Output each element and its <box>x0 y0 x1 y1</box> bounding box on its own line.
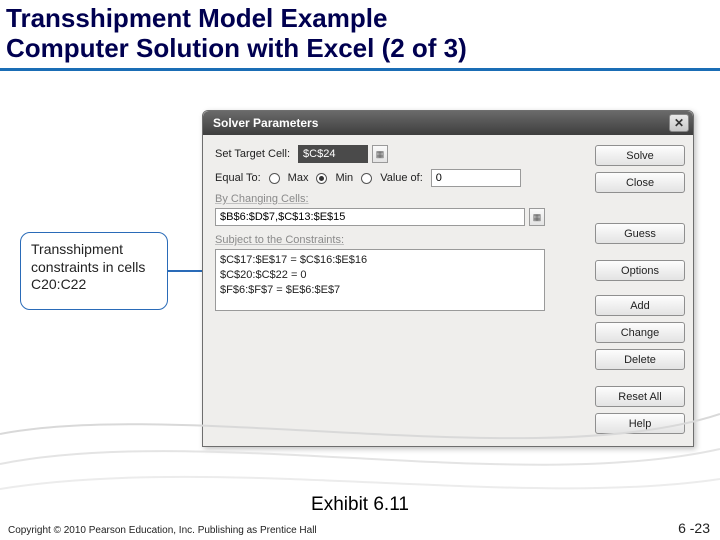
label-subject-to: Subject to the Constraints: <box>215 234 585 246</box>
radio-min[interactable] <box>316 173 327 184</box>
label-set-target: Set Target Cell: <box>215 148 290 160</box>
close-button[interactable]: Close <box>595 172 685 193</box>
guess-button[interactable]: Guess <box>595 223 685 244</box>
label-equal-to: Equal To: <box>215 172 261 184</box>
options-button[interactable]: Options <box>595 260 685 281</box>
value-of-input[interactable] <box>431 169 521 187</box>
delete-button[interactable]: Delete <box>595 349 685 370</box>
radio-value-of[interactable] <box>361 173 372 184</box>
constraint-row[interactable]: $C$20:$C$22 = 0 <box>220 268 540 283</box>
range-picker-icon[interactable]: ▦ <box>372 145 388 163</box>
callout-bubble: Transshipment constraints in cells C20:C… <box>20 232 168 310</box>
help-button[interactable]: Help <box>595 413 685 434</box>
copyright-text: Copyright © 2010 Pearson Education, Inc.… <box>8 525 317 537</box>
exhibit-label: Exhibit 6.11 <box>0 494 720 516</box>
label-by-changing: By Changing Cells: <box>215 193 585 205</box>
reset-all-button[interactable]: Reset All <box>595 386 685 407</box>
page-number: 6 -23 <box>678 520 710 536</box>
change-button[interactable]: Change <box>595 322 685 343</box>
changing-cells-input[interactable] <box>215 208 525 226</box>
target-cell-input[interactable] <box>298 145 368 163</box>
constraint-row[interactable]: $C$17:$E$17 = $C$16:$E$16 <box>220 253 540 268</box>
title-rule <box>0 68 720 71</box>
solve-button[interactable]: Solve <box>595 145 685 166</box>
label-value-of: Value of: <box>380 172 423 184</box>
add-button[interactable]: Add <box>595 295 685 316</box>
label-min: Min <box>335 172 353 184</box>
label-max: Max <box>288 172 309 184</box>
close-icon[interactable]: ✕ <box>669 114 689 132</box>
title-line-1: Transshipment Model Example <box>6 4 712 34</box>
solver-dialog: Solver Parameters ✕ Set Target Cell: ▦ E… <box>202 110 694 447</box>
constraints-listbox[interactable]: $C$17:$E$17 = $C$16:$E$16 $C$20:$C$22 = … <box>215 249 545 311</box>
range-picker-icon[interactable]: ▦ <box>529 208 545 226</box>
radio-max[interactable] <box>269 173 280 184</box>
dialog-title: Solver Parameters <box>213 116 318 130</box>
dialog-titlebar[interactable]: Solver Parameters ✕ <box>203 111 693 135</box>
callout-text: Transshipment constraints in cells C20:C… <box>31 241 145 292</box>
title-line-2: Computer Solution with Excel (2 of 3) <box>6 34 712 64</box>
constraint-row[interactable]: $F$6:$F$7 = $E$6:$E$7 <box>220 283 540 298</box>
slide-title: Transshipment Model Example Computer Sol… <box>0 0 720 66</box>
